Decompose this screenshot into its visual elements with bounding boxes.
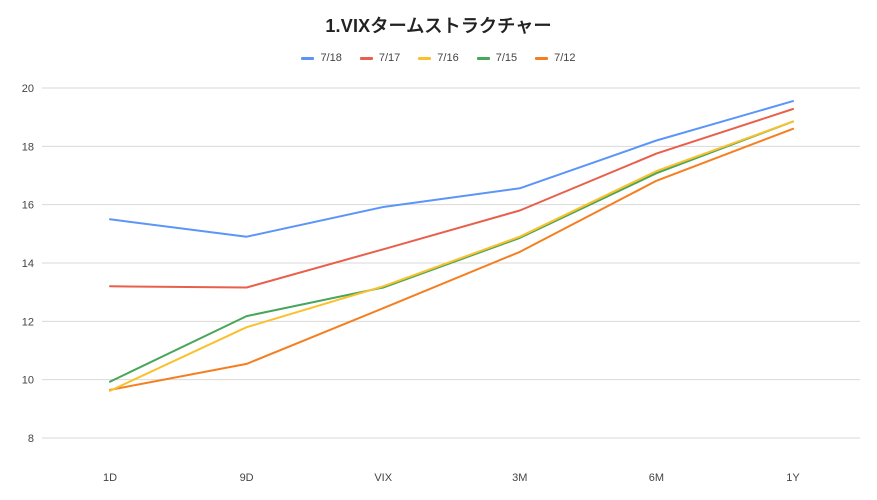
legend-swatch-2 [418, 56, 432, 60]
y-tick-label: 10 [22, 375, 34, 387]
series-line-1[interactable] [109, 108, 794, 289]
legend-label-0: 7/18 [320, 52, 342, 64]
y-tick-label: 14 [22, 258, 34, 270]
legend-item-3[interactable]: 7/15 [476, 52, 518, 64]
legend-item-4[interactable]: 7/12 [535, 52, 576, 64]
y-tick-label: 20 [22, 83, 34, 95]
legend-item-0[interactable]: 7/18 [301, 52, 342, 64]
legend-swatch-3 [476, 56, 490, 60]
y-tick-label: 16 [22, 200, 34, 212]
x-tick-label: 6M [649, 472, 664, 484]
y-tick-label: 8 [28, 433, 34, 445]
legend-item-2[interactable]: 7/16 [418, 52, 459, 64]
legend-swatch-1 [359, 56, 373, 60]
chart-legend: 7/18 7/17 7/16 7/15 7/12 [0, 52, 877, 64]
series-lines [109, 100, 794, 392]
legend-label-3: 7/15 [495, 52, 518, 64]
chart-title: 1.VIXタームストラクチャー [325, 16, 552, 36]
series-line-2[interactable] [109, 120, 794, 392]
y-tick-label: 18 [22, 141, 34, 153]
x-tick-label: 9D [240, 472, 254, 484]
series-line-0[interactable] [109, 100, 794, 238]
legend-label-1: 7/17 [378, 52, 401, 64]
series-line-3[interactable] [109, 120, 794, 383]
x-tick-label: 1Y [786, 472, 800, 484]
x-axis-tick-labels: 1D 9D VIX 3M 6M 1Y [103, 472, 800, 484]
legend-item-1[interactable]: 7/17 [359, 52, 401, 64]
x-tick-label: 3M [512, 472, 527, 484]
x-tick-label: 1D [103, 472, 117, 484]
y-tick-label: 12 [22, 316, 34, 328]
legend-label-4: 7/12 [554, 52, 576, 64]
y-axis-tick-labels: 8 10 12 14 16 18 20 [22, 83, 34, 445]
legend-label-2: 7/16 [437, 52, 459, 64]
series-line-4[interactable] [109, 127, 794, 391]
x-tick-label: VIX [374, 472, 392, 484]
legend-swatch-4 [535, 56, 549, 60]
legend-swatch-0 [301, 56, 315, 60]
